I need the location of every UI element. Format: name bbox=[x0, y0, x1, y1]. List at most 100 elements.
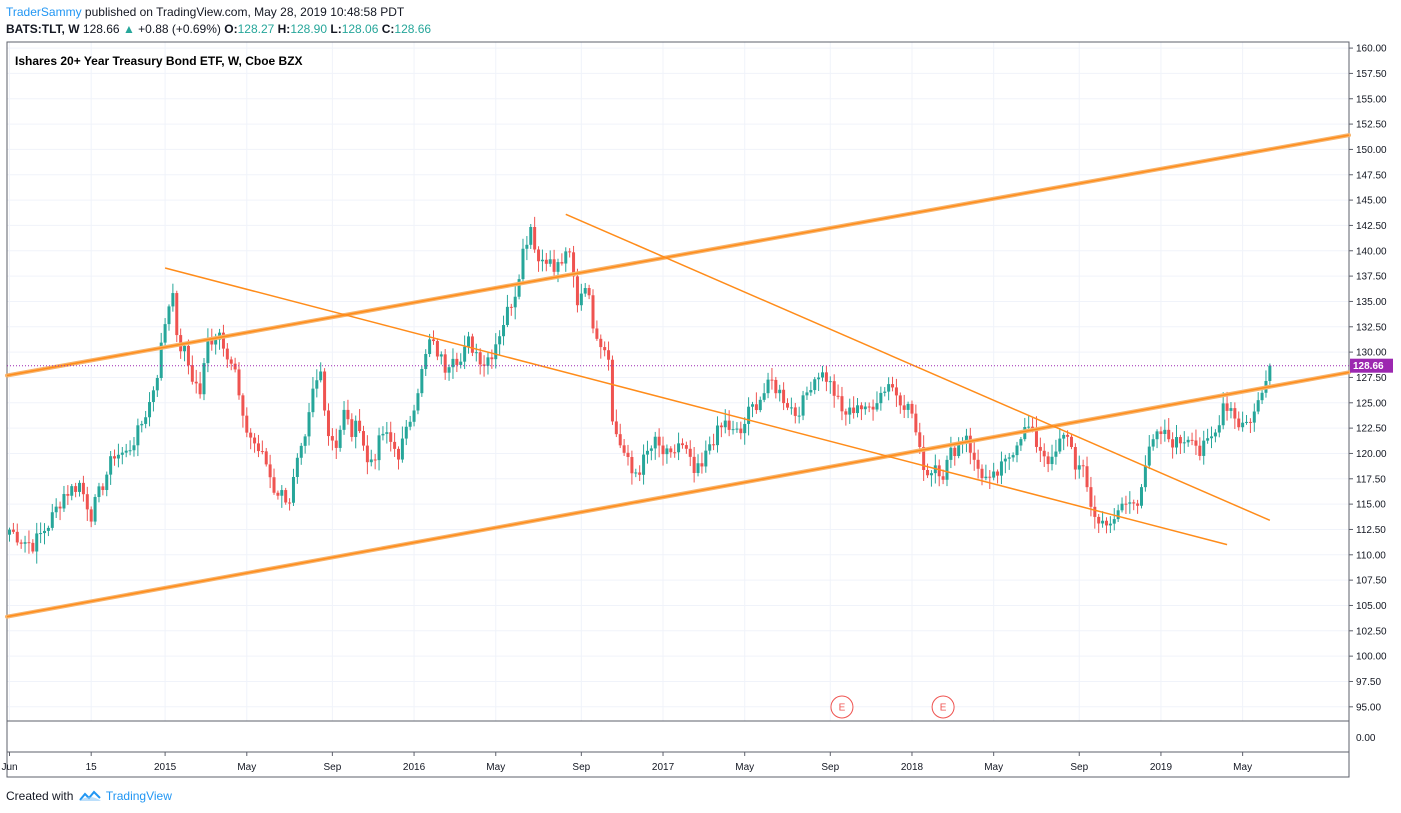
close-label: C: bbox=[381, 22, 395, 36]
candle-body bbox=[1019, 439, 1023, 446]
candle bbox=[502, 315, 506, 346]
channel-line[interactable] bbox=[6, 371, 1350, 618]
candle bbox=[1124, 495, 1128, 514]
candle bbox=[424, 349, 428, 376]
channel-line[interactable] bbox=[6, 134, 1350, 377]
candle bbox=[1221, 392, 1225, 430]
candle bbox=[653, 431, 657, 460]
candle bbox=[564, 247, 568, 272]
candle bbox=[171, 283, 175, 312]
candle bbox=[1167, 418, 1171, 443]
candle-body bbox=[754, 404, 758, 411]
candle-body bbox=[1077, 465, 1081, 470]
candle bbox=[183, 343, 187, 362]
candle bbox=[976, 449, 980, 479]
candle bbox=[505, 294, 509, 328]
candle bbox=[747, 397, 751, 436]
price-change: +0.88 (+0.69%) bbox=[138, 22, 221, 36]
candle bbox=[599, 334, 603, 359]
candle bbox=[626, 444, 630, 466]
candle bbox=[1042, 443, 1046, 467]
candle-body bbox=[167, 306, 171, 325]
candle-body bbox=[540, 259, 544, 262]
candle-body bbox=[1124, 503, 1128, 505]
time-axis[interactable]: Jun 15 2015 May Sep 2016 May Sep 2017 May Sep 2018 M… bbox=[1, 752, 1252, 773]
candle-body bbox=[432, 339, 436, 342]
candle-body bbox=[1190, 439, 1194, 441]
event-marker[interactable]: E bbox=[931, 695, 955, 719]
candle-body bbox=[151, 390, 155, 403]
candle bbox=[412, 404, 416, 427]
candle bbox=[568, 248, 572, 258]
candle bbox=[696, 454, 700, 477]
candle bbox=[358, 409, 362, 434]
candle bbox=[132, 437, 136, 457]
tradingview-link[interactable]: TradingView bbox=[105, 789, 172, 803]
price-tick-label: 145.00 bbox=[1356, 196, 1387, 207]
candle bbox=[622, 439, 626, 456]
time-tick-label: May bbox=[984, 762, 1003, 773]
candle-body bbox=[770, 379, 774, 381]
candle bbox=[1175, 425, 1178, 455]
candle bbox=[770, 367, 774, 390]
candle-body bbox=[898, 395, 902, 406]
candle bbox=[548, 250, 552, 267]
candle-body bbox=[548, 259, 552, 264]
candle bbox=[1260, 387, 1264, 405]
candle bbox=[463, 335, 467, 370]
candle bbox=[1190, 432, 1194, 446]
candle bbox=[62, 485, 66, 512]
candle-body bbox=[288, 502, 292, 504]
candle-body bbox=[245, 415, 249, 433]
candle-body bbox=[509, 306, 513, 308]
candle-body bbox=[953, 447, 957, 457]
price-tick-label: 112.50 bbox=[1356, 525, 1386, 536]
candle-body bbox=[976, 459, 980, 469]
trend-line[interactable] bbox=[164, 267, 1228, 546]
candle bbox=[1237, 411, 1241, 431]
candle-body bbox=[346, 409, 350, 420]
candle-body bbox=[1256, 400, 1260, 412]
candle-body bbox=[914, 413, 918, 433]
candle-body bbox=[591, 295, 595, 329]
price-axis[interactable]: 160.00 157.50 155.00 152.50 150.00 147.50 145.… bbox=[1349, 44, 1387, 714]
candle bbox=[1089, 476, 1093, 517]
candle-body bbox=[307, 412, 311, 437]
candle bbox=[1062, 432, 1066, 451]
candle bbox=[1069, 433, 1073, 450]
candle-body bbox=[1120, 503, 1124, 511]
candle-body bbox=[634, 472, 638, 474]
price-tick-label: 155.00 bbox=[1356, 94, 1387, 105]
candle-body bbox=[1054, 451, 1058, 457]
author-link[interactable]: TraderSammy bbox=[6, 5, 82, 19]
time-tick-label: Sep bbox=[323, 762, 341, 773]
candle-body bbox=[688, 448, 692, 457]
candle-body bbox=[89, 509, 93, 522]
trend-line[interactable] bbox=[565, 213, 1271, 522]
volume-axis-label: 0.00 bbox=[1356, 733, 1376, 744]
candle bbox=[657, 428, 661, 458]
candle bbox=[58, 501, 62, 521]
symbol-label: BATS:TLT, W bbox=[6, 22, 80, 36]
candle bbox=[23, 535, 27, 553]
candle-body bbox=[910, 403, 914, 414]
candle-body bbox=[85, 494, 89, 510]
open-label: O: bbox=[224, 22, 238, 36]
candle-body bbox=[894, 387, 898, 396]
candle bbox=[202, 358, 206, 401]
candle bbox=[1147, 435, 1151, 470]
candle-body bbox=[124, 450, 128, 453]
candle bbox=[929, 470, 933, 487]
trendlines-layer[interactable] bbox=[5, 133, 1351, 619]
candle bbox=[27, 530, 31, 554]
candle bbox=[894, 378, 898, 407]
candle-body bbox=[844, 411, 848, 415]
candle-body bbox=[1167, 429, 1171, 440]
candle bbox=[1128, 491, 1132, 514]
event-marker[interactable]: E bbox=[830, 695, 854, 719]
tradingview-logo-icon bbox=[78, 790, 101, 806]
candle bbox=[155, 374, 159, 397]
candle bbox=[610, 355, 614, 425]
